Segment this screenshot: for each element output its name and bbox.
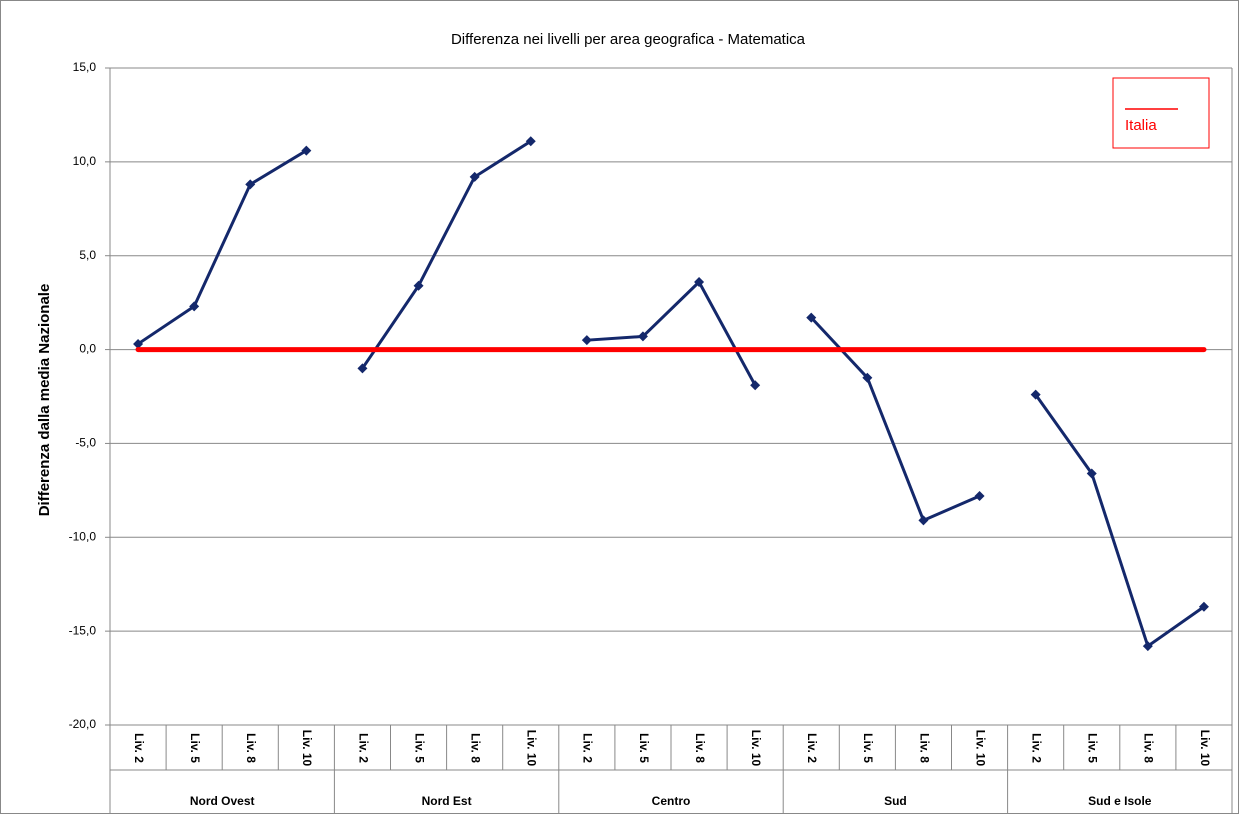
point-marker xyxy=(862,372,873,383)
point-marker xyxy=(694,276,705,287)
x-tick-label: Liv. 2 xyxy=(132,733,146,763)
series-line xyxy=(586,279,757,386)
legend-label: Italia xyxy=(1125,117,1157,134)
point-marker xyxy=(918,515,929,526)
x-tick-label: Liv. 8 xyxy=(693,733,707,763)
x-tick-label: Liv. 5 xyxy=(412,733,426,763)
y-axis-title: Differenza dalla media Nazionale xyxy=(36,284,53,517)
point-marker xyxy=(974,490,985,501)
y-tick-label: 5,0 xyxy=(79,248,96,262)
y-tick-label: 10,0 xyxy=(73,154,97,168)
point-marker xyxy=(413,280,424,291)
x-tick-label: Liv. 2 xyxy=(1029,733,1043,763)
chart-title: Differenza nei livelli per area geografi… xyxy=(451,31,806,48)
x-tick-label: Liv. 5 xyxy=(188,733,202,763)
group-label: Sud xyxy=(884,794,907,808)
point-marker xyxy=(1086,468,1097,479)
x-tick-label: Liv. 10 xyxy=(525,730,539,767)
x-tick-label: Liv. 2 xyxy=(805,733,819,763)
y-tick-label: -5,0 xyxy=(75,436,96,450)
group-label: Nord Est xyxy=(422,794,472,808)
x-tick-label: Liv. 8 xyxy=(244,733,258,763)
y-tick-label: 15,0 xyxy=(73,60,97,74)
point-marker xyxy=(301,145,312,156)
x-tick-label: Liv. 10 xyxy=(973,730,987,767)
x-tick-label: Liv. 5 xyxy=(861,733,875,763)
point-marker xyxy=(581,335,592,346)
point-marker xyxy=(637,331,648,342)
point-marker xyxy=(1198,601,1209,612)
x-tick-label: Liv. 8 xyxy=(468,733,482,763)
group-label: Centro xyxy=(652,794,691,808)
point-marker xyxy=(806,312,817,323)
series-line xyxy=(361,139,532,370)
legend-box xyxy=(1112,77,1210,149)
y-tick-label: 0,0 xyxy=(79,342,96,356)
group-label: Sud e Isole xyxy=(1088,794,1152,808)
x-tick-label: Liv. 5 xyxy=(1086,733,1100,763)
point-marker xyxy=(469,171,480,182)
series-line xyxy=(1034,393,1205,649)
x-tick-label: Liv. 5 xyxy=(637,733,651,763)
y-tick-label: -15,0 xyxy=(69,623,97,637)
point-marker xyxy=(245,179,256,190)
x-tick-label: Liv. 8 xyxy=(917,733,931,763)
point-marker xyxy=(1142,641,1153,652)
y-tick-label: -10,0 xyxy=(69,529,97,543)
point-marker xyxy=(189,301,200,312)
y-tick-label: -20,0 xyxy=(69,717,97,731)
point-marker xyxy=(133,338,144,349)
point-marker xyxy=(525,136,536,147)
x-tick-label: Liv. 2 xyxy=(581,733,595,763)
point-marker xyxy=(1030,389,1041,400)
x-tick-label: Liv. 2 xyxy=(356,733,370,763)
series-line xyxy=(137,149,308,346)
x-tick-label: Liv. 10 xyxy=(749,730,763,767)
point-marker xyxy=(357,363,368,374)
x-tick-label: Liv. 8 xyxy=(1142,733,1156,763)
x-tick-label: Liv. 10 xyxy=(1198,730,1212,767)
group-label: Nord Ovest xyxy=(190,794,255,808)
x-tick-label: Liv. 10 xyxy=(300,730,314,767)
point-marker xyxy=(750,380,761,391)
